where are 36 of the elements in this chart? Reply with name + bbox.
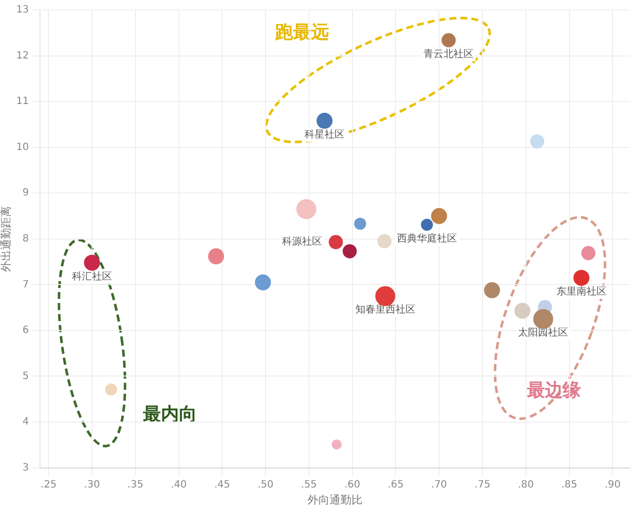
y-tick-label: 6 [22,325,29,336]
y-tick-label: 10 [16,142,29,153]
x-tick-label: .85 [561,479,578,490]
y-tick-label: 9 [22,188,29,199]
x-axis-title: 外向通勤比 [307,493,362,506]
y-tick-label: 11 [16,96,29,108]
annotation: 跑最远 [275,21,329,44]
x-tick-label: .65 [388,479,404,490]
x-tick-label: .80 [518,479,534,490]
x-tick-label: .60 [344,479,360,490]
x-tick-label: .55 [300,479,317,490]
x-tick-label: .90 [604,479,621,490]
x-tick-label: .45 [214,479,230,490]
annotation: 西典华庭社区 [396,232,457,244]
y-tick-label: 3 [22,462,29,474]
x-tick-label: .30 [84,479,100,490]
annotation: 青云北社区 [424,48,474,60]
annotation: 最内向 [143,403,197,426]
annotation: 科星社区 [304,128,345,140]
y-tick-label: 5 [22,370,29,382]
x-tick-label: .25 [40,479,57,490]
x-tick-label: .70 [431,479,448,490]
annotation: 科源社区 [282,236,322,248]
y-tick-label: 13 [16,4,29,16]
x-tick-label: .40 [170,479,187,490]
x-tick-label: .50 [258,479,274,490]
x-tick-label: .35 [127,479,144,490]
annotation: 太阳园社区 [518,326,568,339]
y-tick-label: 12 [16,50,29,62]
annotation: 科汇社区 [72,270,112,282]
y-axis-title: 外出通勤距离 [0,206,12,272]
x-tick-label: .75 [474,479,490,490]
y-tick-label: 4 [22,416,29,428]
y-tick-label: 8 [22,233,29,244]
annotation: 东里南社区 [556,285,606,298]
y-tick-label: 7 [22,279,29,290]
